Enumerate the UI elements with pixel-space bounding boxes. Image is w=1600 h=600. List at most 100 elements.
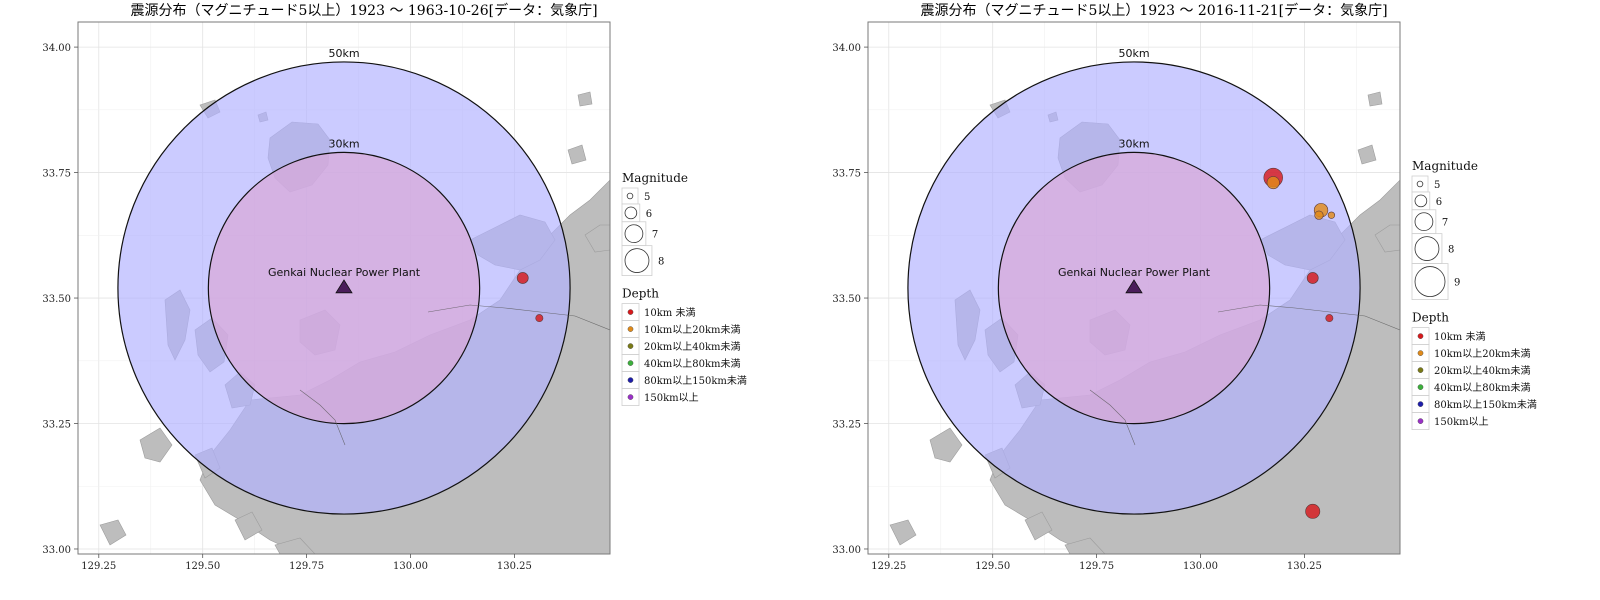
magnitude-legend-title: Magnitude <box>622 171 688 185</box>
land-shape <box>567 144 587 165</box>
plot-border <box>77 21 611 555</box>
range-ring-label: 30km <box>1118 137 1149 150</box>
earthquake-point <box>1327 211 1336 219</box>
plot-area <box>868 22 1400 554</box>
land-shape <box>1357 144 1377 165</box>
earthquake-point <box>1306 272 1319 284</box>
prefecture-borders <box>1089 304 1400 446</box>
magnitude-legend-label: 6 <box>646 209 652 220</box>
magnitude-legend-label: 5 <box>1434 180 1440 191</box>
x-tick-label: 129.50 <box>975 561 1010 572</box>
y-tick-label: 33.00 <box>832 545 861 556</box>
earthquake-point <box>1266 176 1280 190</box>
chart-title: 震源分布（マグニチュード5以上）1923 ～ 2016-11-21[データ：気象… <box>920 2 1387 19</box>
magnitude-legend-label: 8 <box>658 257 664 268</box>
range-ring-label: 50km <box>328 47 359 60</box>
x-tick-label: 129.75 <box>1079 561 1114 572</box>
depth-legend-symbol <box>627 343 634 349</box>
magnitude-legend-symbol <box>626 192 634 200</box>
y-tick-label: 34.00 <box>42 43 71 54</box>
depth-legend-symbol <box>1417 333 1424 339</box>
depth-legend-label: 10km 未満 <box>644 307 695 319</box>
magnitude-legend-label: 7 <box>1442 218 1448 229</box>
land-shape <box>584 224 610 253</box>
land-shape <box>139 427 173 463</box>
depth-legend-label: 40km以上80km未満 <box>644 358 741 370</box>
y-tick-label: 33.50 <box>832 294 861 305</box>
y-tick-label: 33.00 <box>42 545 71 556</box>
y-tick-label: 34.00 <box>832 43 861 54</box>
x-tick-label: 129.75 <box>289 561 324 572</box>
x-tick-label: 129.50 <box>185 561 220 572</box>
land-shape <box>99 519 127 546</box>
depth-legend-label: 150km以上 <box>644 392 699 404</box>
x-tick-label: 129.25 <box>81 561 116 572</box>
depth-legend-title: Depth <box>622 287 659 301</box>
x-tick-label: 129.25 <box>871 561 906 572</box>
land-shape <box>1374 224 1400 253</box>
earthquake-point <box>516 272 529 284</box>
land-shape <box>1024 511 1053 541</box>
depth-legend-symbol <box>627 360 634 366</box>
magnitude-legend-symbol <box>1414 266 1446 297</box>
depth-legend-label: 10km以上20km未満 <box>1434 348 1531 360</box>
x-tick-label: 130.25 <box>1287 561 1322 572</box>
x-tick-label: 130.00 <box>1183 561 1218 572</box>
magnitude-legend-title: Magnitude <box>1412 159 1478 173</box>
depth-legend-symbol <box>1417 384 1424 390</box>
nuclear-plant-label: Genkai Nuclear Power Plant <box>268 266 421 279</box>
depth-legend-symbol <box>627 377 634 383</box>
magnitude-legend-symbol <box>624 206 638 220</box>
land-shape <box>577 91 593 107</box>
range-ring-label: 30km <box>328 137 359 150</box>
x-tick-label: 130.00 <box>393 561 428 572</box>
y-tick-label: 33.75 <box>832 169 861 180</box>
depth-legend-label: 80km以上150km未満 <box>1434 399 1537 411</box>
depth-legend-label: 10km以上20km未満 <box>644 324 741 336</box>
magnitude-legend-symbol <box>624 248 650 273</box>
earthquake-point <box>1314 210 1324 220</box>
chart-2-svg: 震源分布（マグニチュード5以上）1923 ～ 2016-11-21[データ：気象… <box>832 2 1537 572</box>
border-line <box>1217 304 1400 331</box>
border-line <box>299 389 346 446</box>
border-line <box>427 304 610 331</box>
chart-title: 震源分布（マグニチュード5以上）1923 ～ 1963-10-26[データ：気象… <box>130 2 597 19</box>
plot-area <box>78 22 610 554</box>
chart-panel-2: 震源分布（マグニチュード5以上）1923 ～ 2016-11-21[データ：気象… <box>790 0 1580 600</box>
magnitude-legend-symbol <box>1416 180 1424 188</box>
land-shape <box>234 511 263 541</box>
depth-legend-symbol <box>1417 367 1424 373</box>
y-tick-label: 33.50 <box>42 294 71 305</box>
magnitude-legend-symbol <box>1414 212 1434 232</box>
magnitude-legend-label: 7 <box>652 230 658 241</box>
magnitude-legend-label: 6 <box>1436 197 1442 208</box>
range-ring-label: 50km <box>1118 47 1149 60</box>
chart-1-svg: 震源分布（マグニチュード5以上）1923 ～ 1963-10-26[データ：気象… <box>42 2 747 572</box>
depth-legend-label: 80km以上150km未満 <box>644 375 747 387</box>
x-tick-label: 130.25 <box>497 561 532 572</box>
magnitude-legend-label: 9 <box>1454 278 1460 289</box>
depth-legend-symbol <box>1417 401 1424 407</box>
depth-legend-symbol <box>1417 350 1424 356</box>
y-tick-label: 33.25 <box>42 420 71 431</box>
magnitude-legend-symbol <box>1414 236 1440 261</box>
nuclear-plant-label: Genkai Nuclear Power Plant <box>1058 266 1211 279</box>
earthquake-point <box>535 314 544 323</box>
depth-legend-label: 150km以上 <box>1434 416 1489 428</box>
nuclear-plant-marker <box>1125 279 1143 294</box>
earthquake-point <box>1305 503 1321 519</box>
border-line <box>1089 389 1136 446</box>
depth-legend-label: 20km以上40km未満 <box>644 341 741 353</box>
y-tick-label: 33.75 <box>42 169 71 180</box>
magnitude-legend-symbol <box>624 224 644 244</box>
magnitude-legend-symbol <box>1414 194 1428 208</box>
plot-border <box>867 21 1401 555</box>
nuclear-plant-marker <box>335 279 353 294</box>
land-shape <box>929 427 963 463</box>
earthquake-point <box>1325 314 1334 323</box>
prefecture-borders <box>299 304 610 446</box>
depth-legend-label: 20km以上40km未満 <box>1434 365 1531 377</box>
chart-panel-1: 震源分布（マグニチュード5以上）1923 ～ 1963-10-26[データ：気象… <box>0 0 790 600</box>
depth-legend-label: 40km以上80km未満 <box>1434 382 1531 394</box>
y-tick-label: 33.25 <box>832 420 861 431</box>
